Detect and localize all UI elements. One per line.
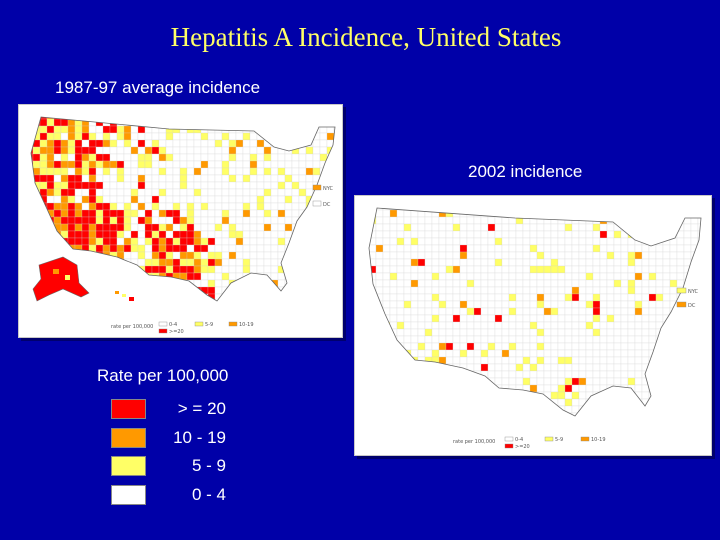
map-2-dc-label: DC — [688, 303, 696, 309]
map-1-mini-legend-2: 10-19 — [239, 322, 254, 328]
map-1987-97: NYC DC rate per 100,000 0-4 5-9 10-19 >=… — [30, 116, 336, 335]
map-1-hawaii — [115, 291, 134, 301]
legend-swatch-5-9 — [111, 456, 146, 476]
map-1-county-cells — [31, 117, 335, 301]
map-1-caption: 1987-97 average incidence — [55, 78, 261, 97]
map-2-mini-legend-3: >=20 — [515, 444, 530, 450]
map-2-mini-legend-0: 0-4 — [515, 437, 523, 443]
map-1-mini-legend: rate per 100,000 0-4 5-9 10-19 >=20 — [111, 321, 254, 335]
map-2-us-outline — [368, 207, 702, 417]
map-1-mini-legend-3: >=20 — [169, 329, 184, 335]
legend-swatch-20-plus — [111, 399, 146, 419]
legend-label-0-4: 0 - 4 — [191, 485, 226, 504]
map-1-mini-legend-1: 5-9 — [205, 322, 213, 328]
map-1-mini-legend-header: rate per 100,000 — [111, 324, 153, 330]
map-1-mini-legend-0: 0-4 — [169, 322, 177, 328]
legend-swatch-10-19 — [111, 428, 146, 448]
legend-label-5-9: 5 - 9 — [191, 456, 226, 475]
legend-swatch-0-4 — [111, 485, 146, 505]
map-1-us-outline — [30, 116, 336, 302]
legend-label-20-plus: > = 20 — [177, 399, 226, 418]
map-2-nyc-label: NYC — [688, 289, 699, 295]
map-2002: NYC DC rate per 100,000 0-4 5-9 10-19 >=… — [368, 207, 702, 450]
map-2-county-cells — [369, 208, 701, 416]
map-2-mini-legend-2: 10-19 — [591, 437, 606, 443]
map-2-mini-legend-1: 5-9 — [555, 437, 563, 443]
map-1-nyc-label: NYC — [323, 186, 334, 192]
map-2-caption: 2002 incidence — [468, 162, 583, 181]
map-1987-97-panel: NYC DC rate per 100,000 0-4 5-9 10-19 >=… — [18, 104, 343, 338]
map-1-inset-keys: NYC DC — [312, 184, 334, 208]
map-2002-panel: NYC DC rate per 100,000 0-4 5-9 10-19 >=… — [354, 195, 712, 456]
map-1-dc-label: DC — [323, 202, 331, 208]
map-2-mini-legend: rate per 100,000 0-4 5-9 10-19 >=20 — [453, 436, 606, 450]
map-1-alaska — [32, 256, 90, 302]
map-2-mini-legend-header: rate per 100,000 — [453, 439, 495, 445]
legend-label-10-19: 10 - 19 — [173, 428, 226, 447]
map-2-inset-keys: NYC DC — [676, 287, 699, 309]
legend-title: Rate per 100,000 — [97, 366, 229, 385]
slide-title: Hepatitis A Incidence, United States — [170, 22, 562, 52]
